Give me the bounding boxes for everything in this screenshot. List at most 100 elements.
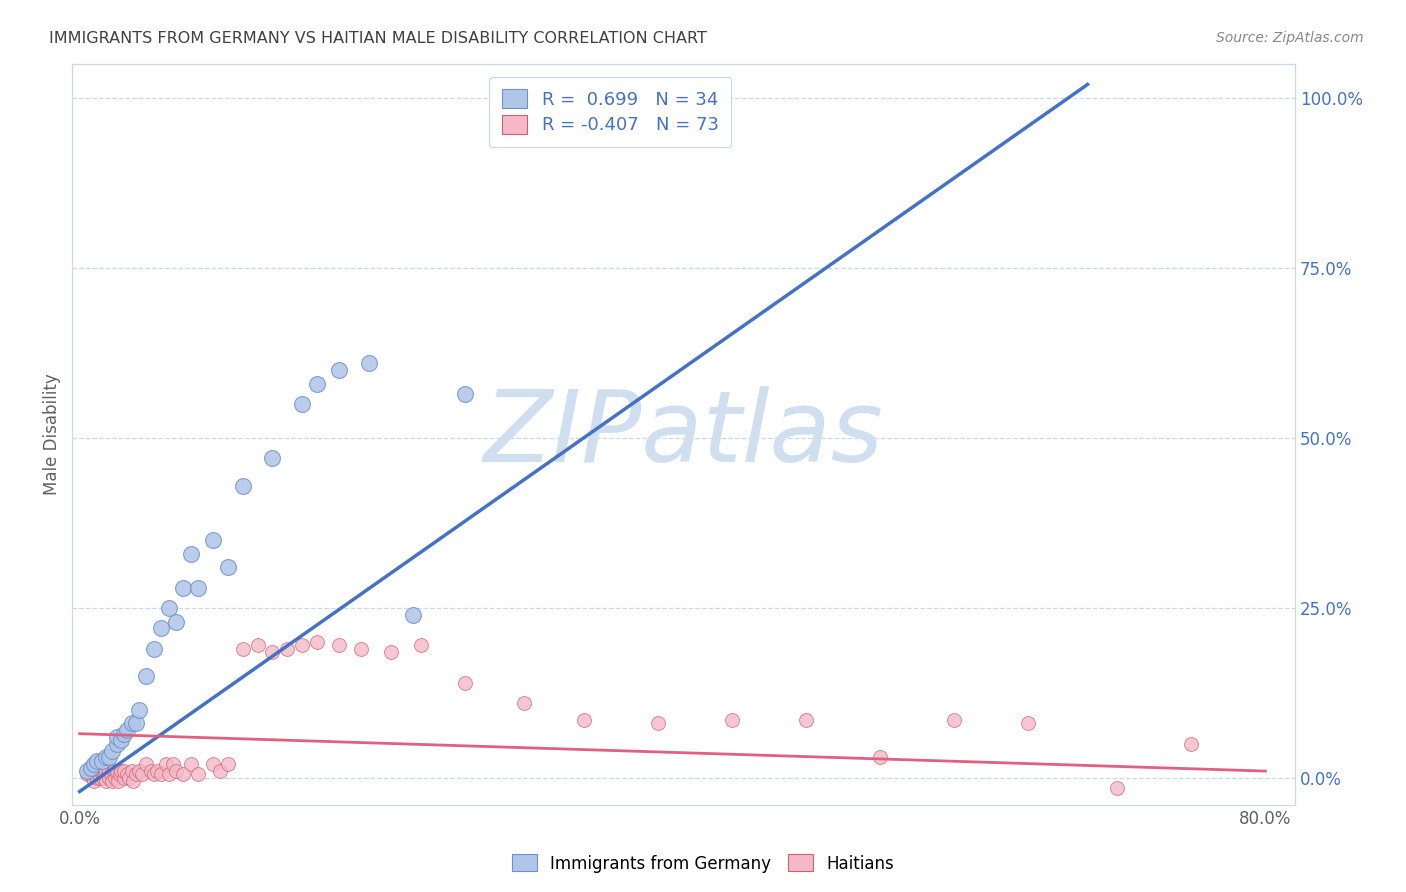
Point bbox=[135, 757, 157, 772]
Point bbox=[720, 713, 742, 727]
Point bbox=[409, 638, 432, 652]
Text: Source: ZipAtlas.com: Source: ZipAtlas.com bbox=[1216, 31, 1364, 45]
Point bbox=[246, 638, 269, 652]
Point bbox=[93, 771, 115, 785]
Point bbox=[305, 376, 328, 391]
Point bbox=[105, 730, 128, 744]
Point bbox=[115, 723, 138, 738]
Point bbox=[76, 764, 98, 778]
Point bbox=[80, 761, 103, 775]
Point bbox=[142, 641, 165, 656]
Point bbox=[87, 764, 110, 778]
Point bbox=[128, 764, 150, 778]
Point bbox=[262, 451, 284, 466]
Point bbox=[1107, 781, 1129, 796]
Point bbox=[380, 645, 402, 659]
Point bbox=[80, 764, 103, 778]
Point bbox=[83, 774, 105, 789]
Point bbox=[83, 757, 105, 772]
Point bbox=[98, 750, 121, 764]
Point bbox=[139, 764, 162, 778]
Point bbox=[180, 547, 202, 561]
Point bbox=[94, 767, 117, 781]
Point bbox=[105, 767, 128, 781]
Point bbox=[187, 581, 209, 595]
Point bbox=[647, 716, 669, 731]
Point bbox=[122, 774, 145, 789]
Point bbox=[115, 767, 138, 781]
Point bbox=[172, 581, 194, 595]
Point bbox=[110, 733, 132, 747]
Legend: R =  0.699   N = 34, R = -0.407   N = 73: R = 0.699 N = 34, R = -0.407 N = 73 bbox=[489, 77, 731, 147]
Point bbox=[291, 638, 314, 652]
Point bbox=[76, 767, 98, 781]
Point bbox=[291, 397, 314, 411]
Point bbox=[108, 767, 131, 781]
Point bbox=[305, 635, 328, 649]
Point bbox=[86, 771, 108, 785]
Point bbox=[145, 764, 167, 778]
Point bbox=[165, 764, 187, 778]
Point bbox=[110, 764, 132, 778]
Point bbox=[162, 757, 184, 772]
Y-axis label: Male Disability: Male Disability bbox=[44, 374, 60, 495]
Point bbox=[402, 607, 425, 622]
Point bbox=[150, 767, 173, 781]
Point bbox=[157, 601, 180, 615]
Point bbox=[276, 641, 298, 656]
Point bbox=[96, 764, 118, 778]
Point bbox=[262, 645, 284, 659]
Point bbox=[142, 767, 165, 781]
Point bbox=[357, 356, 380, 370]
Point bbox=[98, 771, 121, 785]
Point bbox=[869, 750, 891, 764]
Point bbox=[1180, 737, 1202, 751]
Point bbox=[97, 767, 120, 781]
Point bbox=[125, 767, 148, 781]
Point bbox=[187, 767, 209, 781]
Point bbox=[131, 767, 153, 781]
Point bbox=[79, 767, 101, 781]
Point bbox=[150, 621, 173, 635]
Point bbox=[943, 713, 966, 727]
Point bbox=[83, 764, 105, 778]
Point bbox=[202, 757, 225, 772]
Point bbox=[572, 713, 595, 727]
Point bbox=[112, 771, 135, 785]
Point bbox=[328, 363, 350, 377]
Point bbox=[105, 764, 128, 778]
Point bbox=[217, 757, 239, 772]
Point bbox=[180, 757, 202, 772]
Point bbox=[103, 764, 125, 778]
Point bbox=[98, 764, 121, 778]
Legend: Immigrants from Germany, Haitians: Immigrants from Germany, Haitians bbox=[505, 847, 901, 880]
Point bbox=[128, 703, 150, 717]
Text: IMMIGRANTS FROM GERMANY VS HAITIAN MALE DISABILITY CORRELATION CHART: IMMIGRANTS FROM GERMANY VS HAITIAN MALE … bbox=[49, 31, 707, 46]
Point bbox=[117, 771, 139, 785]
Point bbox=[89, 771, 111, 785]
Point bbox=[217, 560, 239, 574]
Point bbox=[155, 757, 177, 772]
Point bbox=[90, 767, 112, 781]
Point bbox=[157, 767, 180, 781]
Point bbox=[1017, 716, 1039, 731]
Point bbox=[90, 754, 112, 768]
Point bbox=[96, 750, 118, 764]
Point bbox=[101, 774, 124, 789]
Point bbox=[107, 774, 129, 789]
Point bbox=[232, 478, 254, 492]
Point bbox=[125, 716, 148, 731]
Point bbox=[105, 737, 128, 751]
Point bbox=[135, 669, 157, 683]
Point bbox=[209, 764, 232, 778]
Point bbox=[172, 767, 194, 781]
Point bbox=[121, 716, 143, 731]
Point bbox=[112, 764, 135, 778]
Point bbox=[328, 638, 350, 652]
Point bbox=[90, 764, 112, 778]
Text: ZIPatlas: ZIPatlas bbox=[484, 386, 883, 483]
Point bbox=[513, 696, 536, 710]
Point bbox=[350, 641, 373, 656]
Point bbox=[104, 771, 127, 785]
Point bbox=[232, 641, 254, 656]
